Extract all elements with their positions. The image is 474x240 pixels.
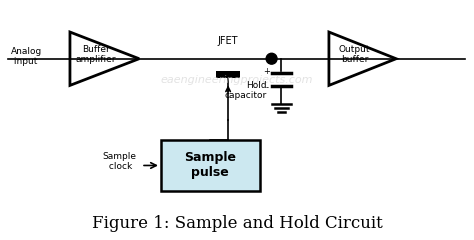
Text: Sample
pulse: Sample pulse [184,151,237,180]
Bar [216,71,240,78]
Text: +: + [263,67,270,76]
Polygon shape [70,32,139,85]
Text: eaengineeringprojects.com: eaengineeringprojects.com [161,75,313,85]
Text: Figure 1: Sample and Hold Circuit: Figure 1: Sample and Hold Circuit [91,215,383,232]
Circle shape [266,53,277,64]
Text: JFET: JFET [218,36,238,46]
Text: Sample
 clock: Sample clock [102,152,137,171]
Polygon shape [329,32,396,85]
FancyBboxPatch shape [161,140,260,191]
Text: -: - [265,83,268,92]
Text: Buffer
amplifier: Buffer amplifier [76,45,117,65]
Text: Hold
capacitor: Hold capacitor [224,81,267,100]
Text: Output
buffer: Output buffer [339,45,370,65]
Text: Analog
 input: Analog input [10,47,42,66]
